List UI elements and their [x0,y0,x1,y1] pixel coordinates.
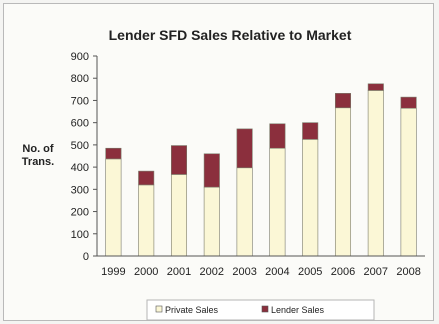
x-tick-label: 2006 [331,266,355,278]
bar-lender-sales [367,83,384,91]
x-tick-label: 2000 [134,266,158,278]
bar-lender-sales [170,145,188,175]
bar-series-group [105,83,417,257]
y-tick-label: 900 [71,51,89,63]
y-tick-label: 700 [71,95,89,107]
x-axis: 1999 2000 2001 2002 2003 2004 2005 2006 2007 2008 [101,266,421,278]
x-tick-label: 2002 [200,266,224,278]
x-tick-label: 2003 [232,266,256,278]
bar-lender-sales [138,170,155,186]
legend-label-lender-sales: Lender Sales [271,305,325,315]
y-tick-label: 300 [71,184,89,196]
legend-label-private-sales: Private Sales [165,305,219,315]
bar-lender-sales [302,122,319,140]
y-tick-label: 0 [83,251,89,263]
bar-private-sales [203,186,220,257]
bar-private-sales [367,90,384,257]
y-tick-label: 200 [71,207,89,219]
y-axis-label-line-2: Trans. [22,156,54,168]
bar-private-sales [236,167,253,257]
bar-private-sales [138,184,155,257]
x-tick-label: 2007 [364,266,388,278]
legend-swatch-lender-sales [261,305,269,313]
x-tick-label: 1999 [101,266,125,278]
y-tick-label: 800 [71,73,89,85]
bar-lender-sales [400,96,417,109]
bar-private-sales [105,158,122,257]
bar-lender-sales [203,153,220,188]
bar-private-sales [170,174,188,257]
y-tick-label: 400 [71,162,89,174]
legend-box [146,299,375,321]
bar-lender-sales [269,123,286,149]
x-tick-label: 2004 [265,266,289,278]
bar-private-sales [269,147,286,257]
bar-lender-sales [105,147,122,160]
x-tick-label: 2005 [298,266,322,278]
y-tick-label: 500 [71,140,89,152]
bar-private-sales [302,139,319,257]
x-tick-label: 2001 [167,266,191,278]
y-axis: 0 100 200 300 400 500 600 700 800 900 [71,51,97,263]
chart-title: Lender SFD Sales Relative to Market [109,27,352,43]
bar-private-sales [400,107,417,257]
bar-lender-sales [334,93,352,109]
x-tick-label: 2008 [396,266,420,278]
legend-swatch-private-sales [155,305,163,313]
y-tick-label: 600 [71,118,89,130]
y-tick-label: 100 [71,229,89,241]
bar-lender-sales [236,128,253,169]
bar-private-sales [334,107,352,257]
legend: Private Sales Lender Sales [155,305,325,315]
y-axis-label-line-1: No. of [22,143,53,155]
